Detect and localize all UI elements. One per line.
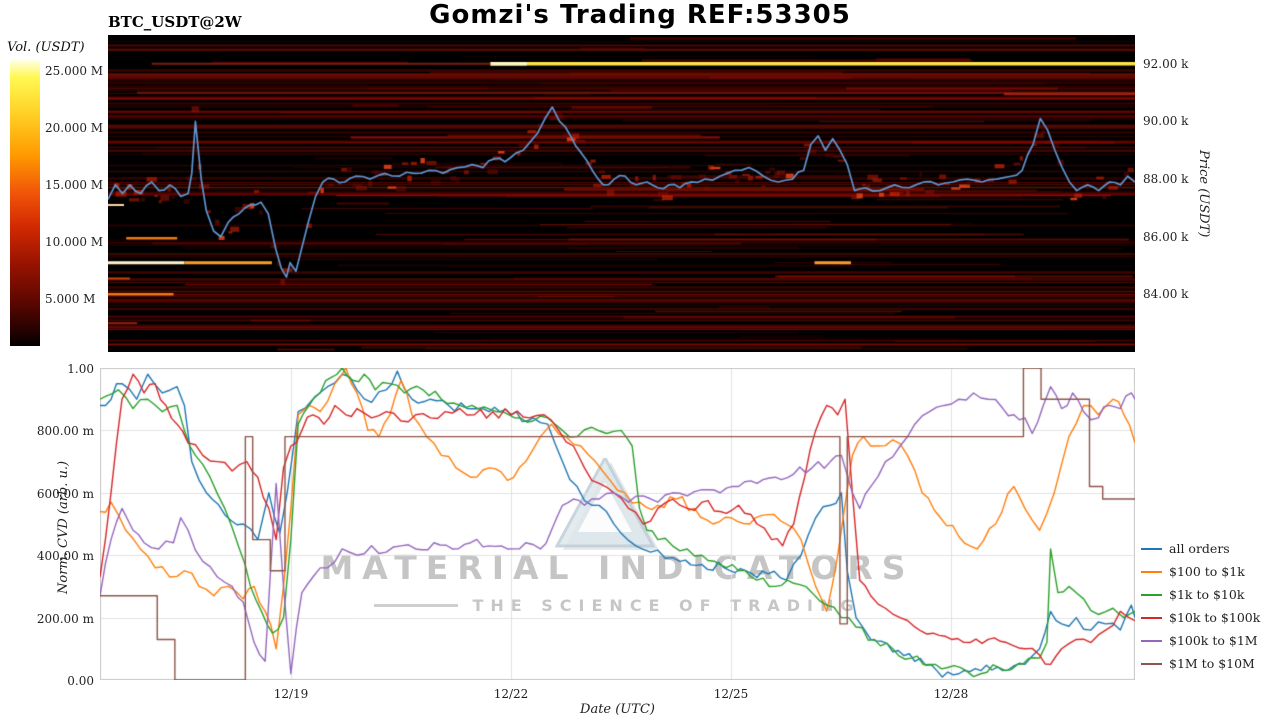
legend-item: $100 to $1k xyxy=(1141,560,1260,583)
legend-swatch xyxy=(1141,616,1162,619)
cvd-xtick: 12/25 xyxy=(713,687,749,701)
cvd-canvas xyxy=(100,368,1135,680)
colorbar xyxy=(10,60,40,346)
legend-label: $100k to $1M xyxy=(1169,633,1258,648)
colorbar-tick: 10.000 M xyxy=(45,235,104,249)
cvd-ytick: 600.00 m xyxy=(36,487,94,501)
legend-label: $1M to $10M xyxy=(1169,656,1255,671)
colorbar-tick: 5.000 M xyxy=(45,292,96,306)
cvd-xtick: 12/28 xyxy=(933,687,969,701)
cvd-ytick: 800.00 m xyxy=(36,424,94,438)
legend-swatch xyxy=(1141,662,1162,665)
legend-item: $1k to $10k xyxy=(1141,583,1260,606)
legend-swatch xyxy=(1141,593,1162,596)
legend-item: $100k to $1M xyxy=(1141,629,1260,652)
cvd-legend: all orders $100 to $1k $1k to $10k $10k … xyxy=(1141,537,1260,675)
legend-swatch xyxy=(1141,570,1162,573)
legend-label: $10k to $100k xyxy=(1169,610,1261,625)
price-tick: 88.00 k xyxy=(1143,172,1189,186)
cvd-ytick: 200.00 m xyxy=(36,612,94,626)
cvd-x-axis-title: Date (UTC) xyxy=(580,702,655,717)
legend-item: $1M to $10M xyxy=(1141,652,1260,675)
legend-item: all orders xyxy=(1141,537,1260,560)
price-tick: 92.00 k xyxy=(1143,57,1189,71)
legend-swatch xyxy=(1141,639,1162,642)
legend-item: $10k to $100k xyxy=(1141,606,1260,629)
cvd-ytick: 400.00 m xyxy=(36,549,94,563)
legend-label: $100 to $1k xyxy=(1169,564,1245,579)
price-tick: 84.00 k xyxy=(1143,287,1189,301)
colorbar-tick: 20.000 M xyxy=(45,121,104,135)
colorbar-tick: 15.000 M xyxy=(45,178,104,192)
colorbar-title: Vol. (USDT) xyxy=(7,40,85,55)
legend-label: $1k to $10k xyxy=(1169,587,1245,602)
cvd-ytick: 1.00 xyxy=(67,362,94,376)
symbol-label: BTC_USDT@2W xyxy=(108,13,242,31)
cvd-xtick: 12/22 xyxy=(493,687,529,701)
page-title: Gomzi's Trading REF:53305 xyxy=(429,0,851,30)
colorbar-tick: 25.000 M xyxy=(45,64,104,78)
cvd-y-axis-title: Norm. CVD (arb. u.) xyxy=(56,460,71,594)
heatmap-canvas xyxy=(108,35,1135,352)
cvd-ytick: 0.00 xyxy=(67,674,94,688)
price-axis-title: Price (USDT) xyxy=(1196,150,1211,238)
legend-label: all orders xyxy=(1169,541,1230,556)
price-tick: 90.00 k xyxy=(1143,114,1189,128)
cvd-xtick: 12/19 xyxy=(273,687,309,701)
price-tick: 86.00 k xyxy=(1143,230,1189,244)
legend-swatch xyxy=(1141,547,1162,550)
